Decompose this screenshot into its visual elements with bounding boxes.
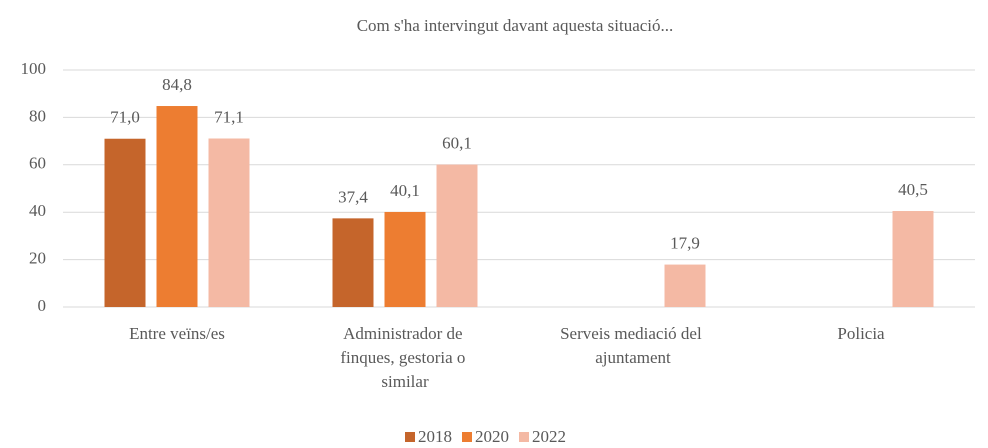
bar	[436, 164, 478, 307]
value-label: 37,4	[338, 187, 368, 206]
value-label: 40,5	[898, 180, 928, 199]
x-tick-label: Serveis mediació del ajuntament	[560, 324, 706, 367]
x-tick-label: Entre veïns/es	[129, 324, 225, 343]
value-label: 84,8	[162, 75, 192, 94]
bar	[156, 106, 198, 307]
legend-swatch	[519, 432, 529, 442]
legend-label: 2022	[532, 427, 566, 446]
value-label: 71,0	[110, 108, 140, 127]
bar	[892, 211, 934, 307]
bar	[664, 264, 706, 307]
legend-label: 2018	[418, 427, 452, 446]
bar	[332, 218, 374, 307]
value-label: 60,1	[442, 133, 472, 152]
x-tick-label: Policia	[837, 324, 885, 343]
y-tick-label: 0	[38, 296, 47, 315]
value-label: 71,1	[214, 107, 244, 126]
x-tick-label: Administrador de finques, gestoria o sim…	[340, 324, 469, 391]
bar	[208, 138, 250, 307]
y-tick-label: 100	[21, 59, 47, 78]
y-tick-label: 80	[29, 106, 46, 125]
y-tick-label: 60	[29, 154, 46, 173]
bar	[384, 211, 426, 307]
legend-label: 2020	[475, 427, 509, 446]
value-label: 17,9	[670, 233, 700, 252]
legend-swatch	[405, 432, 415, 442]
bar	[104, 138, 146, 307]
y-tick-label: 20	[29, 249, 46, 268]
value-label: 40,1	[390, 181, 420, 200]
y-tick-label: 40	[29, 201, 46, 220]
legend-swatch	[462, 432, 472, 442]
chart-title: Com s'ha intervingut davant aquesta situ…	[357, 16, 674, 35]
